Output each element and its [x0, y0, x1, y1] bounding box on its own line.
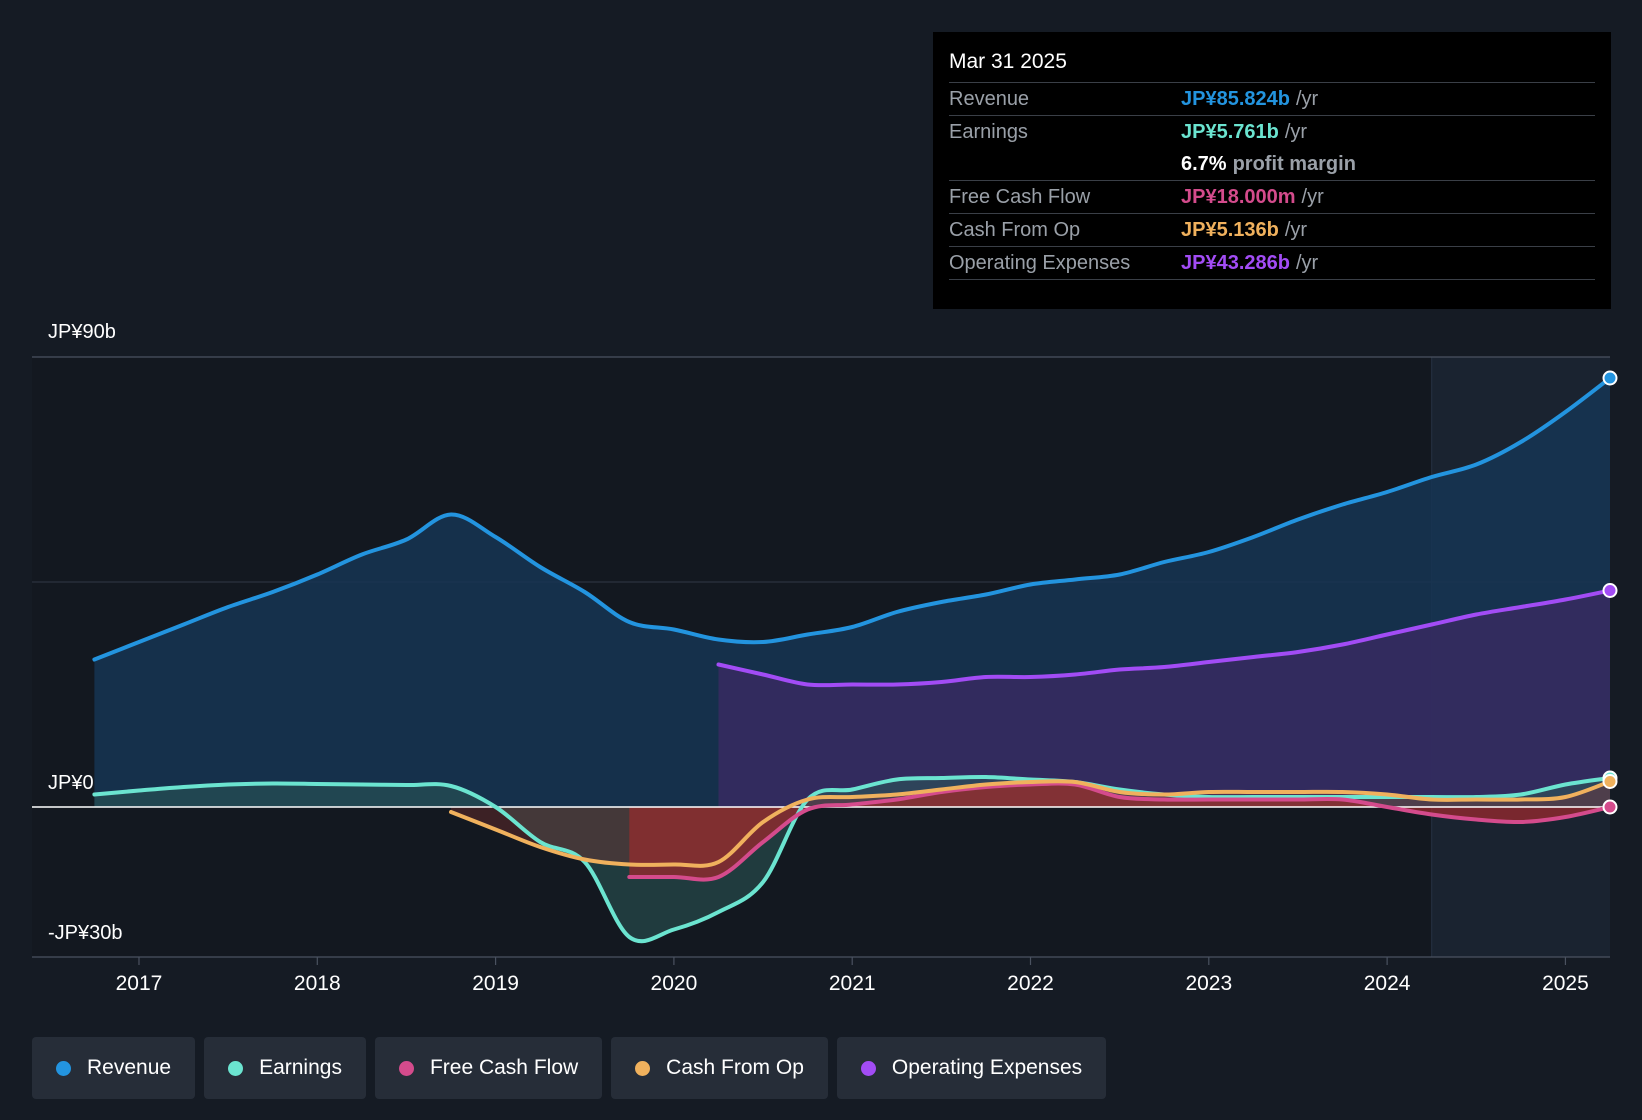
legend-dot-icon	[635, 1060, 651, 1076]
operating-expenses-line	[716, 588, 1612, 688]
x-tick-label: 2022	[1007, 972, 1054, 995]
tooltip-label: Operating Expenses	[949, 251, 1131, 274]
tooltip-label: Revenue	[949, 87, 1030, 110]
legend-item-cash-from-op[interactable]: Cash From Op	[611, 1037, 828, 1099]
cash-from-op-end-marker	[1602, 774, 1618, 789]
legend: Revenue Earnings Free Cash Flow Cash Fro…	[32, 1037, 1107, 1099]
revenue-line	[92, 376, 1612, 662]
tooltip-row-earnings: Earnings JP¥5.761b /yr	[949, 115, 1595, 148]
x-tick-label: 2017	[116, 972, 163, 995]
tooltip-label: Earnings	[949, 120, 1028, 143]
x-tick-label: 2023	[1185, 972, 1232, 995]
tooltip-row-revenue: Revenue JP¥85.824b /yr	[949, 82, 1595, 115]
cash-from-op-line	[449, 779, 1612, 868]
legend-label: Revenue	[87, 1056, 172, 1079]
tooltip-date: Mar 31 2025	[949, 50, 1067, 73]
tooltip-unit: /yr	[1295, 87, 1319, 110]
x-tick-label: 2018	[294, 972, 341, 995]
tooltip-value: JP¥5.136b	[1181, 218, 1279, 241]
legend-item-operating-expenses[interactable]: Operating Expenses	[836, 1037, 1107, 1099]
cash-from-op-area	[451, 781, 1610, 866]
x-tick-label: 2019	[472, 972, 519, 995]
earnings-line	[92, 774, 1612, 944]
tooltip-row-free-cash-flow: Free Cash Flow JP¥18.000m /yr	[949, 180, 1595, 213]
tooltip-row-operating-expenses: Operating Expenses JP¥43.286b /yr	[949, 246, 1595, 280]
tooltip-label: Free Cash Flow	[949, 185, 1091, 208]
legend-item-earnings[interactable]: Earnings	[204, 1037, 366, 1099]
tooltip-unit: profit margin	[1232, 152, 1356, 175]
free-cash-flow-end-marker	[1602, 799, 1618, 815]
y-tick-label-bottom: -JP¥30b	[48, 922, 123, 944]
legend-dot-icon	[398, 1060, 414, 1076]
tooltip-value: JP¥18.000m	[1181, 185, 1296, 208]
legend-dot-icon	[56, 1060, 71, 1076]
legend-label: Earnings	[259, 1056, 342, 1079]
tooltip-unit: /yr	[1284, 120, 1308, 143]
tooltip: Mar 31 2025 Revenue JP¥85.824b /yr Earni…	[933, 32, 1611, 309]
tooltip-row-cash-from-op: Cash From Op JP¥5.136b /yr	[949, 213, 1595, 246]
x-tick-label: 2020	[651, 972, 698, 995]
tooltip-row-profit-margin: 6.7% profit margin	[949, 148, 1595, 180]
tooltip-label: Cash From Op	[949, 218, 1081, 241]
legend-label: Operating Expenses	[891, 1056, 1083, 1079]
legend-item-free-cash-flow[interactable]: Free Cash Flow	[374, 1037, 603, 1099]
legend-item-revenue[interactable]: Revenue	[32, 1037, 196, 1099]
tooltip-value: JP¥85.824b	[1181, 87, 1290, 110]
tooltip-unit: /yr	[1301, 185, 1324, 208]
free-cash-flow-line	[627, 781, 1612, 882]
legend-dot-icon	[228, 1060, 244, 1076]
tooltip-unit: /yr	[1295, 251, 1319, 274]
operating-expenses-area	[718, 590, 1610, 807]
tooltip-value: 6.7%	[1181, 152, 1227, 175]
y-tick-label-top: JP¥90b	[48, 321, 116, 343]
x-tick-label: 2021	[829, 972, 876, 995]
operating-expenses-end-marker	[1602, 583, 1618, 598]
legend-label: Cash From Op	[666, 1056, 804, 1079]
legend-dot-icon	[860, 1060, 876, 1076]
legend-label: Free Cash Flow	[429, 1056, 579, 1079]
earnings-area	[94, 776, 1610, 942]
tooltip-value: JP¥43.286b	[1181, 251, 1290, 274]
revenue-end-marker	[1602, 370, 1618, 386]
y-tick-label-zero: JP¥0	[48, 772, 94, 794]
tooltip-value: JP¥5.761b	[1181, 120, 1279, 143]
x-tick-label: 2024	[1364, 972, 1411, 995]
tooltip-unit: /yr	[1284, 218, 1308, 241]
x-tick-label: 2025	[1542, 972, 1589, 995]
